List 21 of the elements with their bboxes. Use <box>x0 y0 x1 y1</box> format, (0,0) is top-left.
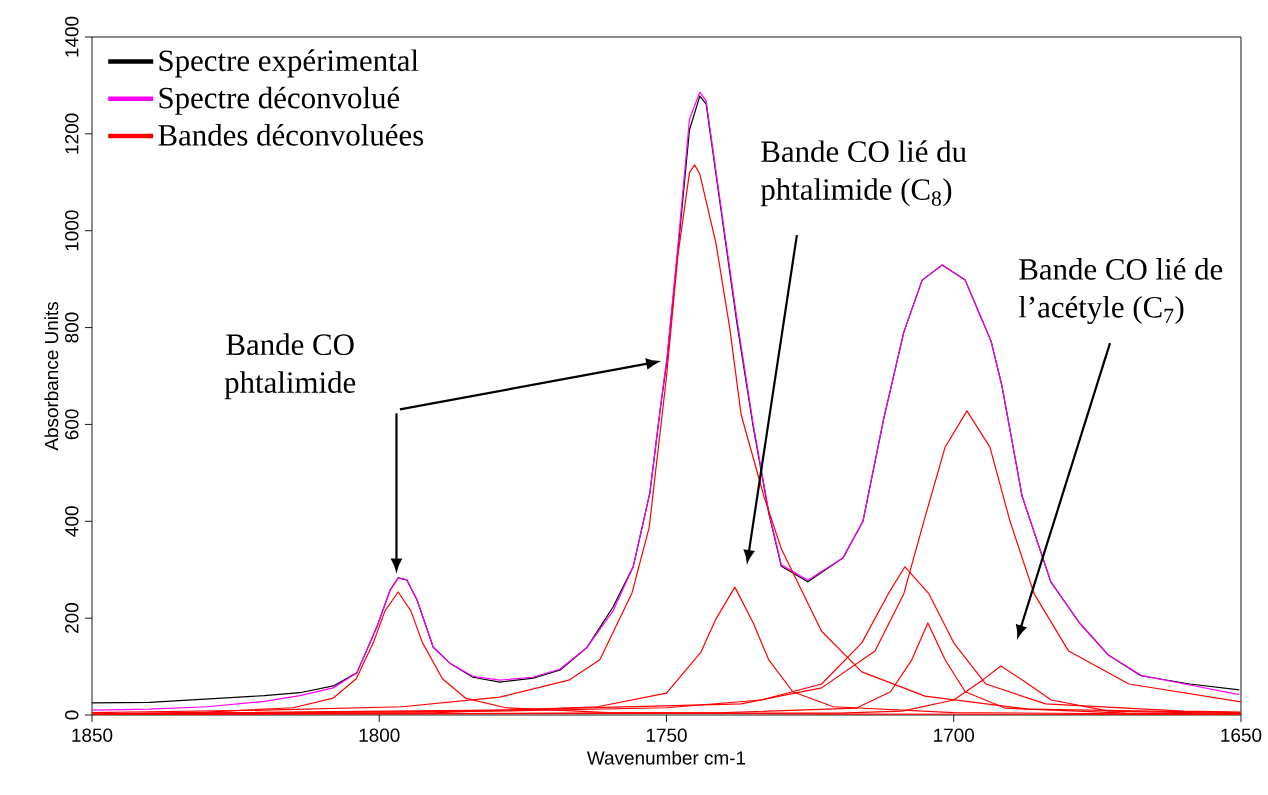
legend-label: Bandes déconvoluées <box>158 123 424 146</box>
legend-label: Spectre déconvolué <box>159 86 400 115</box>
y-tick-label: 800 <box>65 312 79 343</box>
x-tick-label: 1750 <box>646 728 687 742</box>
x-tick-label: 1850 <box>72 728 113 742</box>
legend-label: Spectre expérimental <box>159 49 419 78</box>
y-tick-label: 400 <box>65 506 79 537</box>
annotation: Bande CO phtalimide <box>224 333 356 400</box>
x-tick-label: 1800 <box>359 728 400 742</box>
y-axis-title: Absorbance Units <box>44 302 59 451</box>
y-tick-label: 600 <box>65 409 79 440</box>
y-tick-label: 1400 <box>65 16 79 57</box>
y-tick-label: 200 <box>65 603 79 633</box>
x-tick-label: 1700 <box>934 728 975 742</box>
y-tick-label: 1200 <box>65 113 79 154</box>
annotation: Bande CO lié du phtalimide (C$_{8}$) <box>760 140 967 207</box>
annotation: Bande CO lié de l’acétyle (C$_{7}$) <box>1018 258 1223 325</box>
x-axis-title: Wavenumber cm-1 <box>586 750 746 765</box>
x-tick-label: 1650 <box>1221 728 1262 742</box>
y-tick-label: 1000 <box>65 210 79 251</box>
y-tick-label: 0 <box>65 710 79 720</box>
